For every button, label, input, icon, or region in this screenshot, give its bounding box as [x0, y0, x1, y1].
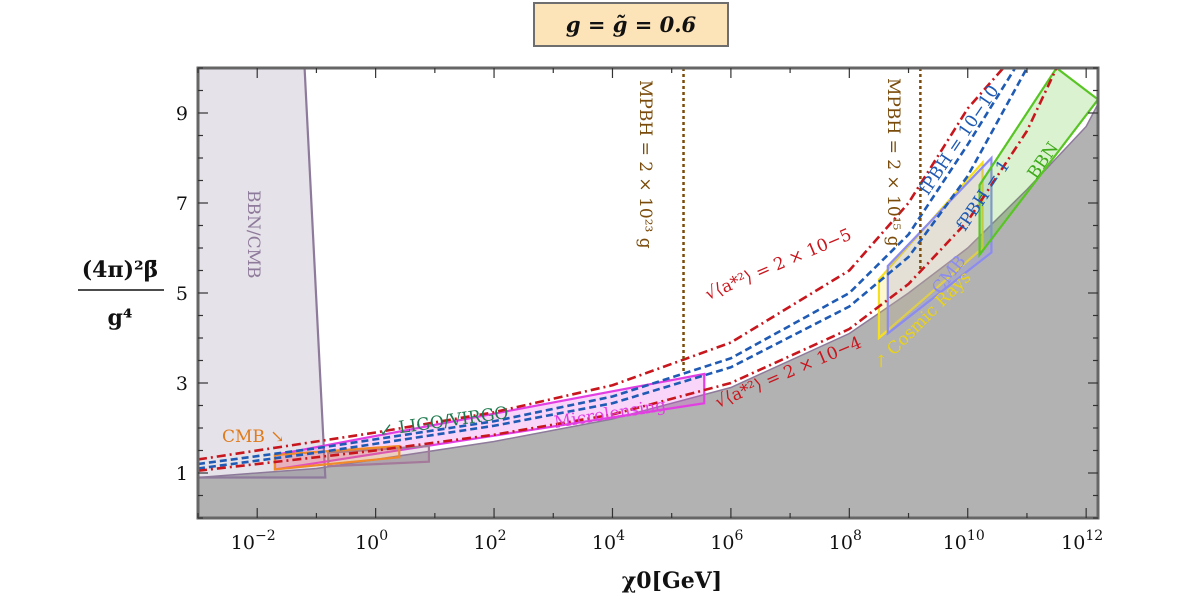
y-axis-label-top: (4π)²β̄	[82, 257, 158, 283]
x-tick-label: 104	[592, 528, 625, 554]
y-tick-label: 9	[176, 103, 188, 125]
x-tick-label: 106	[710, 528, 743, 554]
region-cmb-5	[886, 155, 993, 336]
region-bbn-6	[978, 68, 1098, 259]
y-tick-label: 1	[176, 463, 188, 485]
x-tick-label: 100	[355, 528, 388, 554]
x-tick-label: 1010	[943, 528, 985, 554]
annotation-6: MPBH = 2 × 10²³ g	[635, 80, 655, 249]
x-tick-label: 10−2	[231, 528, 276, 554]
x-tick-label: 102	[473, 528, 506, 554]
annotation-0: BBN/CMB	[243, 190, 263, 279]
chart-title: g = g̃ = 0.6	[533, 2, 729, 47]
excluded-floor-region	[198, 103, 1098, 518]
y-axis-label-bottom: g⁴	[107, 305, 132, 331]
x-tick-label: 108	[829, 528, 862, 554]
lines-layer	[198, 68, 1058, 473]
y-tick-label: 7	[176, 193, 188, 215]
annotation-4: √⟨a*²⟩ = 2 × 10−5	[702, 225, 854, 305]
x-tick-label: 1012	[1061, 528, 1103, 554]
series-line-3	[198, 68, 1058, 473]
y-tick-label: 5	[176, 283, 188, 305]
region-cosmic-rays-4	[877, 159, 984, 341]
ticks-layer: 10−2 100 102 104 106 108 1010 1012 1 3 5 7 9	[176, 67, 1103, 554]
region-bbn-cmb-0	[198, 68, 327, 479]
y-tick-label: 3	[176, 373, 188, 395]
regions-layer	[198, 68, 1098, 518]
series-line-2	[198, 68, 1005, 461]
series-line-1	[198, 68, 1029, 470]
annotation-1: CMB ↘	[222, 427, 285, 447]
series-line-0	[198, 68, 1017, 466]
annotation-7: MPBH = 2 × 10¹⁵ g	[883, 78, 903, 247]
x-axis-label: χ0[GeV]	[622, 568, 722, 594]
